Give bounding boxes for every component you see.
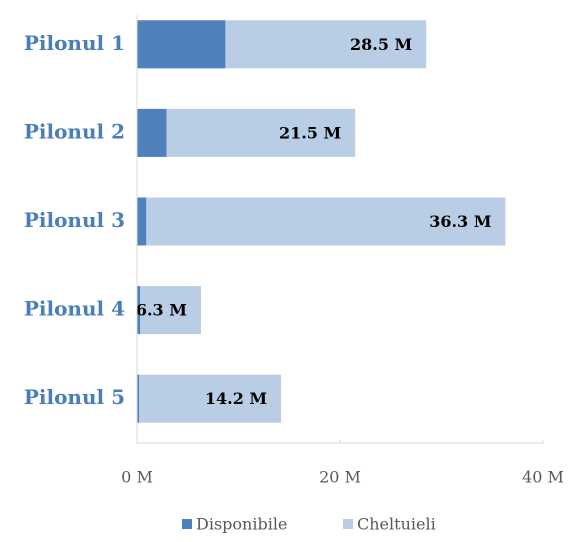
bar bbox=[137, 108, 167, 157]
bar bbox=[137, 20, 226, 69]
bar bbox=[137, 197, 506, 246]
x-tick-label: 0 M bbox=[121, 468, 153, 487]
bar bbox=[137, 374, 140, 423]
value-label: 6.3 M bbox=[136, 301, 187, 320]
category-label: Pilonul 3 bbox=[24, 208, 125, 232]
category-label: Pilonul 1 bbox=[24, 31, 125, 55]
bar bbox=[137, 197, 147, 246]
category-label: Pilonul 4 bbox=[24, 297, 125, 321]
category-label: Pilonul 5 bbox=[24, 385, 125, 409]
value-label: 28.5 M bbox=[350, 35, 412, 54]
x-tick-label: 40 M bbox=[522, 468, 564, 487]
bar bbox=[137, 286, 141, 335]
category-label: Pilonul 2 bbox=[24, 119, 125, 143]
bar bbox=[137, 108, 356, 157]
value-label: 14.2 M bbox=[205, 389, 267, 408]
bar bbox=[137, 286, 201, 335]
legend-label: Cheltuieli bbox=[357, 515, 436, 534]
value-label: 36.3 M bbox=[429, 212, 491, 231]
x-tick-label: 20 M bbox=[319, 468, 361, 487]
bar bbox=[137, 374, 282, 423]
legend-label: Disponibile bbox=[196, 515, 287, 534]
legend-swatch bbox=[182, 519, 192, 529]
value-label: 21.5 M bbox=[279, 123, 341, 142]
legend-swatch bbox=[343, 519, 353, 529]
